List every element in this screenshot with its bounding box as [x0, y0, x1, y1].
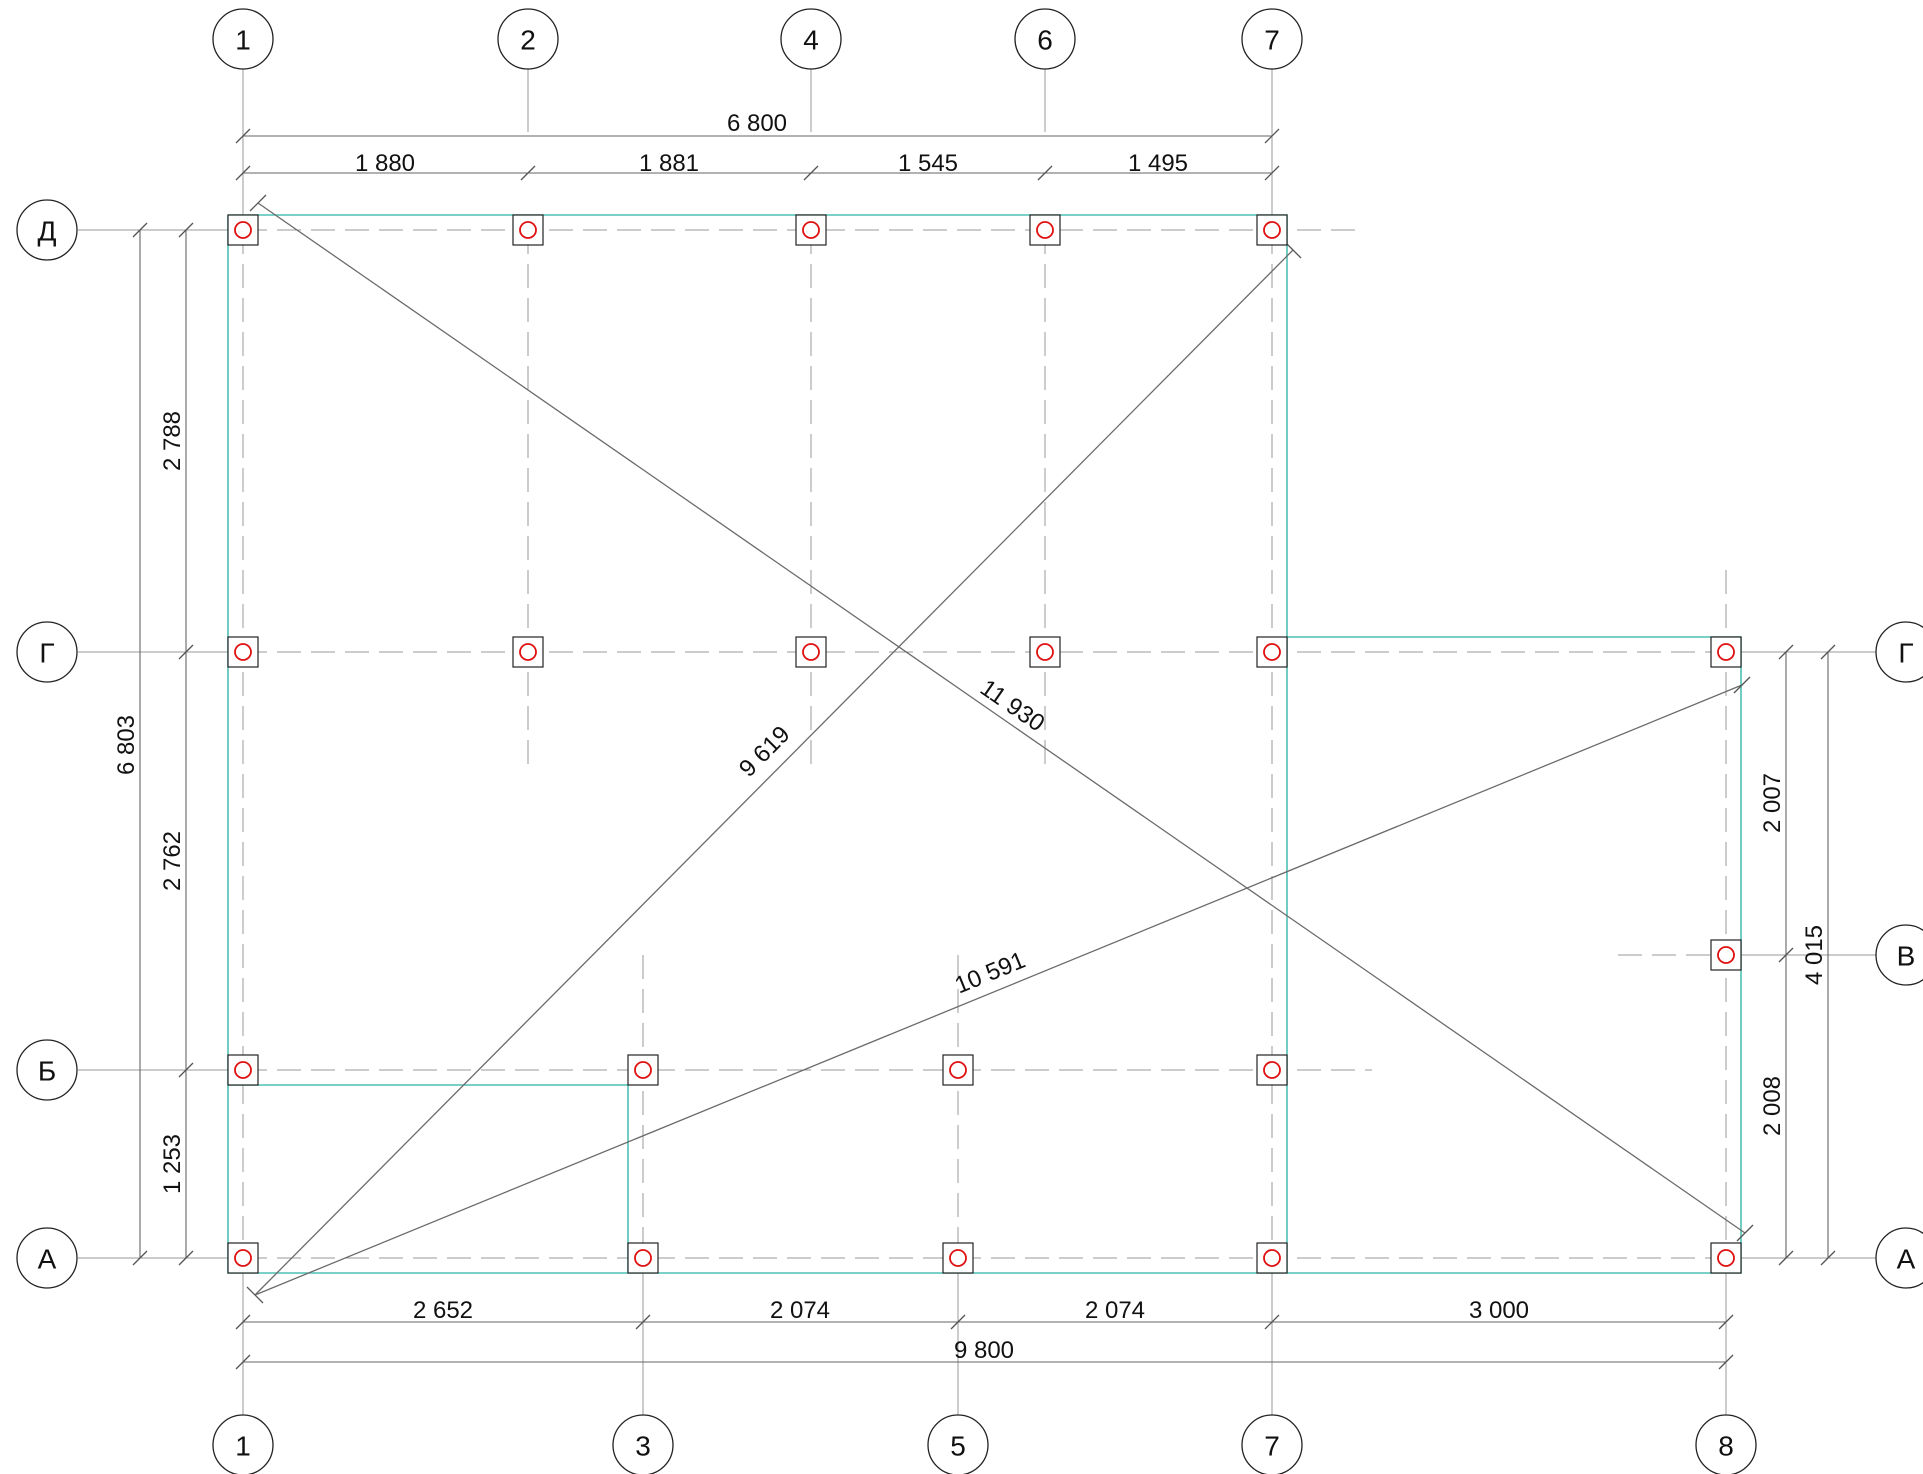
- axis-bubble-left-g: Г: [16, 621, 78, 683]
- axis-bubble-top-7: 7: [1241, 8, 1303, 70]
- dimension-chains: 6 800 1 880 1 881 1 545 1 495 2 652 2 07…: [113, 110, 1836, 1370]
- axis-bubble-right-v: В: [1875, 924, 1923, 986]
- diagonal-line-3: [254, 684, 1743, 1296]
- axis-label: 7: [1264, 1431, 1280, 1462]
- column-b-7: [1256, 1054, 1288, 1086]
- column-g-4: [795, 636, 827, 668]
- axis-label: А: [38, 1244, 57, 1275]
- axis-bubbles-right: Г В А: [1875, 621, 1923, 1289]
- axis-label: 7: [1264, 25, 1280, 56]
- axis-label: 8: [1718, 1431, 1734, 1462]
- axis-stubs: [78, 63, 1878, 1415]
- diagonals: 11 930 9 619 10 591: [246, 194, 1754, 1304]
- axis-label: Б: [38, 1056, 56, 1087]
- axis-bubble-top-6: 6: [1014, 8, 1076, 70]
- axis-bubble-top-4: 4: [780, 8, 842, 70]
- diagonal-line-1: [257, 202, 1746, 1234]
- axis-label: 1: [235, 1431, 251, 1462]
- dim-top-seg-4: 1 495: [1128, 150, 1188, 177]
- axis-bubble-bottom-3: 3: [612, 1414, 674, 1474]
- axis-label: В: [1897, 941, 1916, 972]
- dim-left-seg-3: 1 253: [159, 1134, 186, 1194]
- dim-top-seg-3: 1 545: [898, 150, 958, 177]
- column-g-1: [227, 636, 259, 668]
- axis-label: 2: [520, 25, 536, 56]
- axis-bubbles-top: 1 2 4 6 7: [212, 8, 1303, 70]
- column-g-7: [1256, 636, 1288, 668]
- column-d-1: [227, 214, 259, 246]
- column-d-7: [1256, 214, 1288, 246]
- axis-bubble-left-a: А: [16, 1227, 78, 1289]
- column-a-3: [627, 1242, 659, 1274]
- axis-bubble-right-g: Г: [1875, 621, 1923, 683]
- diagonal-label-1: 11 930: [975, 674, 1049, 737]
- axis-label: Г: [39, 638, 54, 669]
- axis-bubble-top-2: 2: [497, 8, 559, 70]
- dim-bottom-seg-4: 3 000: [1469, 1297, 1529, 1324]
- axis-bubbles-left: Д Г Б А: [16, 199, 78, 1289]
- column-b-3: [627, 1054, 659, 1086]
- axis-bubbles-bottom: 1 3 5 7 8: [212, 1414, 1757, 1474]
- dim-left-seg-1: 2 788: [159, 411, 186, 471]
- axis-label: Д: [38, 216, 57, 247]
- axis-bubble-left-d: Д: [16, 199, 78, 261]
- dim-top-seg-2: 1 881: [639, 150, 699, 177]
- column-v-8: [1710, 939, 1742, 971]
- column-g-2: [512, 636, 544, 668]
- columns: [227, 214, 1742, 1274]
- building-outline: [227, 214, 1742, 1274]
- axis-label: 1: [235, 25, 251, 56]
- axis-label: А: [1897, 1244, 1916, 1275]
- axis-bubble-bottom-8: 8: [1695, 1414, 1757, 1474]
- diagonal-label-2: 9 619: [734, 721, 795, 783]
- axis-bubble-bottom-5: 5: [927, 1414, 989, 1474]
- column-a-8: [1710, 1242, 1742, 1274]
- dim-top-seg-1: 1 880: [355, 150, 415, 177]
- axis-label: 5: [950, 1431, 966, 1462]
- column-d-4: [795, 214, 827, 246]
- grid-lines: [242, 229, 1727, 1259]
- column-d-6: [1029, 214, 1061, 246]
- diagonal-label-3: 10 591: [951, 947, 1029, 1000]
- dim-left-total: 6 803: [113, 715, 140, 775]
- axis-label: Г: [1898, 638, 1913, 669]
- column-g-8: [1710, 636, 1742, 668]
- dim-bottom-seg-3: 2 074: [1085, 1297, 1145, 1324]
- dim-top-total: 6 800: [727, 110, 787, 137]
- dim-bottom-seg-2: 2 074: [770, 1297, 830, 1324]
- axis-label: 3: [635, 1431, 651, 1462]
- diagonal-line-2: [254, 249, 1294, 1296]
- column-a-7: [1256, 1242, 1288, 1274]
- dim-right-seg-2: 2 008: [1759, 1076, 1786, 1136]
- column-a-5: [942, 1242, 974, 1274]
- axis-bubble-right-a: А: [1875, 1227, 1923, 1289]
- dim-right-seg-1: 2 007: [1759, 773, 1786, 833]
- dim-bottom-total: 9 800: [954, 1337, 1014, 1364]
- column-b-5: [942, 1054, 974, 1086]
- dim-bottom-seg-1: 2 652: [413, 1297, 473, 1324]
- column-b-1: [227, 1054, 259, 1086]
- axis-bubble-top-1: 1: [212, 8, 274, 70]
- dim-right-total: 4 015: [1801, 925, 1828, 985]
- column-g-6: [1029, 636, 1061, 668]
- axis-bubble-bottom-1: 1: [212, 1414, 274, 1474]
- axis-bubble-bottom-7: 7: [1241, 1414, 1303, 1474]
- column-a-1: [227, 1242, 259, 1274]
- column-d-2: [512, 214, 544, 246]
- dim-left-seg-2: 2 762: [159, 831, 186, 891]
- axis-label: 6: [1037, 25, 1053, 56]
- axis-label: 4: [803, 25, 819, 56]
- axis-bubble-left-b: Б: [16, 1039, 78, 1101]
